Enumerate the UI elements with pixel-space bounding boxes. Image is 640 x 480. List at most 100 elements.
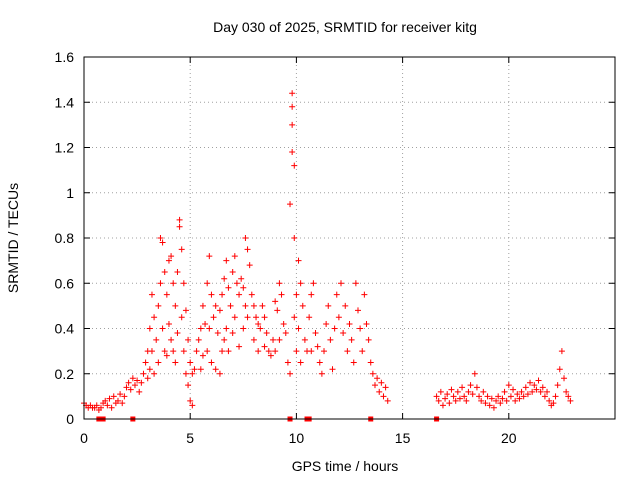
data-point [223, 257, 230, 264]
data-point [195, 336, 202, 343]
data-point [236, 343, 243, 350]
data-point [550, 400, 557, 407]
x-tick-label: 5 [186, 430, 194, 446]
data-point [314, 343, 321, 350]
data-point [295, 257, 302, 264]
data-point [216, 370, 223, 377]
data-point [280, 320, 287, 327]
data-point [565, 393, 572, 400]
data-point [484, 393, 491, 400]
data-point [450, 393, 457, 400]
data-point [287, 201, 294, 208]
data-point [197, 366, 204, 373]
data-point [469, 391, 476, 398]
data-point [240, 325, 247, 332]
data-point [142, 359, 149, 366]
data-point [261, 314, 268, 321]
data-point [225, 348, 232, 355]
data-point [382, 384, 389, 391]
y-axis-ticks: 0 0.2 0.4 0.6 0.8 1 1.2 1.4 1.6 [55, 49, 615, 427]
data-point [144, 375, 151, 382]
data-point [242, 302, 249, 309]
data-point [265, 348, 272, 355]
data-point [510, 386, 517, 393]
x-tick-label: 15 [395, 430, 411, 446]
data-point [168, 253, 175, 260]
data-point [153, 336, 160, 343]
data-point [233, 280, 240, 287]
data-point [106, 395, 113, 402]
data-point [448, 386, 455, 393]
data-point [216, 307, 223, 314]
data-point [250, 302, 257, 309]
data-point [444, 391, 451, 398]
data-point [221, 336, 228, 343]
data-point [312, 330, 319, 337]
data-point [248, 291, 255, 298]
data-point [93, 402, 100, 409]
data-point [187, 397, 194, 404]
data-point [505, 382, 512, 389]
data-point [127, 386, 134, 393]
data-point [140, 370, 147, 377]
data-point [108, 404, 115, 411]
data-point [471, 370, 478, 377]
y-tick-label: 0 [66, 411, 74, 427]
data-point [299, 302, 306, 309]
data-point [123, 384, 130, 391]
data-point [174, 268, 181, 275]
data-point [524, 391, 531, 398]
data-point [348, 336, 355, 343]
data-point [338, 280, 345, 287]
data-point [163, 291, 170, 298]
data-point [512, 397, 519, 404]
chart-title: Day 030 of 2025, SRMTID for receiver kit… [213, 19, 477, 35]
data-point [159, 325, 166, 332]
data-point [189, 402, 196, 409]
data-point [325, 302, 332, 309]
data-point [148, 348, 155, 355]
data-point [539, 384, 546, 391]
data-point [446, 400, 453, 407]
data-point [221, 275, 228, 282]
data-point [270, 336, 277, 343]
data-point [335, 314, 342, 321]
data-point [231, 253, 238, 260]
data-point [291, 235, 298, 241]
data-point [202, 320, 209, 327]
data-point [242, 235, 249, 241]
data-point [276, 336, 283, 343]
data-point [473, 384, 480, 391]
data-point [367, 359, 374, 366]
data-point [378, 379, 385, 386]
data-point [157, 280, 164, 287]
y-tick-label: 1.2 [55, 140, 75, 156]
data-point [556, 366, 563, 373]
data-point [435, 397, 442, 404]
y-tick-label: 1.4 [55, 94, 75, 110]
data-point [357, 325, 364, 332]
data-point [552, 393, 559, 400]
data-point [495, 393, 502, 400]
data-point [204, 280, 211, 287]
data-point [219, 291, 226, 298]
data-point [253, 314, 260, 321]
data-point [461, 393, 468, 400]
data-point [146, 325, 153, 332]
data-point [537, 388, 544, 395]
data-point [490, 404, 497, 411]
data-point [161, 348, 168, 355]
data-point [174, 330, 181, 337]
data-point [189, 370, 196, 377]
data-point [208, 359, 215, 366]
data-point [289, 103, 296, 110]
data-point [272, 348, 279, 355]
data-point [342, 302, 349, 309]
data-point [520, 393, 527, 400]
data-point [467, 382, 474, 389]
data-point [274, 307, 281, 314]
x-tick-label: 10 [289, 430, 305, 446]
data-point [244, 246, 251, 253]
